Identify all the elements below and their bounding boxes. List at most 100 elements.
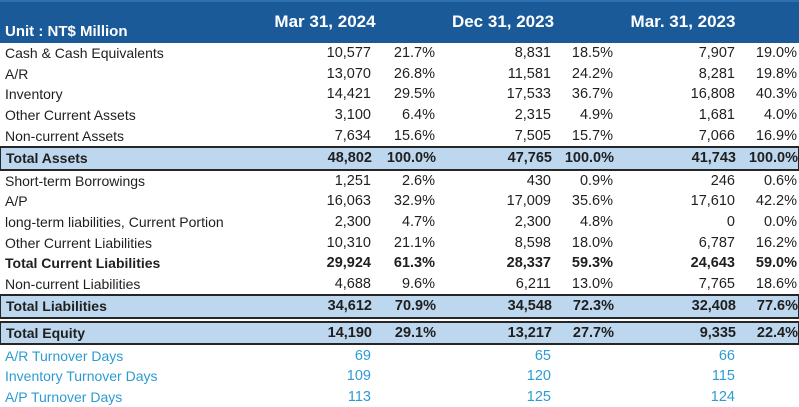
table-row: Other Current Liabilities 10,310 21.1% 8… bbox=[0, 232, 799, 253]
value-cell-period1: 10,577 bbox=[326, 45, 371, 62]
row-label: Total Equity bbox=[6, 325, 86, 342]
value-cell-period2: 13,217 bbox=[507, 325, 552, 342]
percent-cell-period3: 77.6% bbox=[756, 298, 798, 315]
value-cell-period3: 41,743 bbox=[691, 150, 736, 167]
table-row: A/P 16,063 32.9% 17,009 35.6% 17,610 42.… bbox=[0, 191, 799, 212]
value-cell-period1: 3,100 bbox=[334, 107, 371, 124]
value-cell-period1: 16,063 bbox=[326, 193, 371, 210]
table-row: Inventory 14,421 29.5% 17,533 36.7% 16,8… bbox=[0, 84, 799, 105]
value-cell-period3: 66 bbox=[718, 347, 735, 364]
table-row: long-term liabilities, Current Portion 2… bbox=[0, 211, 799, 233]
row-label: A/P Turnover Days bbox=[5, 388, 123, 405]
value-cell-period1: 10,310 bbox=[326, 234, 371, 251]
value-cell-period3: 7,066 bbox=[698, 127, 735, 144]
table-row: Total Equity 14,190 29.1% 13,217 27.7% 9… bbox=[0, 320, 799, 346]
value-cell-period3: 246 bbox=[710, 172, 735, 189]
value-cell-period3: 6,787 bbox=[698, 234, 735, 251]
percent-cell-period3: 42.2% bbox=[755, 193, 797, 210]
value-cell-period3: 0 bbox=[726, 214, 735, 231]
row-label: Inventory Turnover Days bbox=[5, 368, 158, 385]
value-cell-period3: 16,808 bbox=[690, 86, 735, 103]
value-cell-period3: 24,643 bbox=[690, 255, 735, 272]
value-cell-period1: 29,924 bbox=[326, 255, 371, 272]
row-label: Total Current Liabilities bbox=[5, 255, 161, 272]
value-cell-period1: 69 bbox=[354, 347, 371, 364]
value-cell-period1: 2,300 bbox=[334, 214, 371, 231]
row-label: Non-current Liabilities bbox=[5, 275, 141, 292]
percent-cell-period1: 6.4% bbox=[401, 107, 435, 124]
row-label: Total Assets bbox=[6, 150, 88, 167]
table-row: Short-term Borrowings 1,251 2.6% 430 0.9… bbox=[0, 170, 799, 192]
percent-cell-period1: 29.5% bbox=[393, 86, 435, 103]
percent-cell-period2: 24.2% bbox=[571, 65, 613, 82]
table-row: A/R Turnover Days 69 65 66 bbox=[0, 345, 799, 366]
value-cell-period2: 125 bbox=[526, 388, 551, 405]
value-cell-period1: 48,802 bbox=[327, 150, 372, 167]
percent-cell-period1: 70.9% bbox=[394, 298, 436, 315]
value-cell-period1: 13,070 bbox=[326, 65, 371, 82]
value-cell-period1: 109 bbox=[346, 368, 371, 385]
percent-cell-period3: 4.0% bbox=[763, 107, 797, 124]
value-cell-period2: 2,300 bbox=[514, 214, 551, 231]
value-cell-period2: 11,581 bbox=[507, 65, 551, 82]
row-label: Other Current Assets bbox=[5, 107, 136, 124]
value-cell-period1: 34,612 bbox=[327, 298, 372, 315]
row-label: Short-term Borrowings bbox=[5, 172, 146, 189]
percent-cell-period1: 29.1% bbox=[394, 325, 436, 342]
value-cell-period2: 65 bbox=[534, 347, 551, 364]
value-cell-period2: 34,548 bbox=[507, 298, 552, 315]
value-cell-period2: 47,765 bbox=[507, 150, 552, 167]
percent-cell-period3: 16.2% bbox=[755, 234, 797, 251]
value-cell-period2: 2,315 bbox=[514, 107, 551, 124]
percent-cell-period1: 9.6% bbox=[401, 275, 435, 292]
percent-cell-period1: 21.7% bbox=[393, 45, 435, 62]
percent-cell-period1: 4.7% bbox=[401, 214, 435, 231]
value-cell-period2: 7,505 bbox=[514, 127, 551, 144]
value-cell-period2: 17,533 bbox=[506, 86, 551, 103]
percent-cell-period2: 18.5% bbox=[571, 45, 613, 62]
percent-cell-period2: 35.6% bbox=[571, 193, 613, 210]
value-cell-period1: 1,251 bbox=[334, 172, 371, 189]
table-row: Other Current Assets 3,100 6.4% 2,315 4.… bbox=[0, 104, 799, 126]
percent-cell-period1: 100.0% bbox=[386, 150, 436, 167]
value-cell-period2: 6,211 bbox=[515, 275, 551, 292]
value-cell-period1: 7,634 bbox=[334, 127, 371, 144]
percent-cell-period2: 18.0% bbox=[571, 234, 613, 251]
row-label: Total Liabilities bbox=[6, 298, 107, 315]
value-cell-period2: 28,337 bbox=[506, 255, 551, 272]
row-label: Other Current Liabilities bbox=[5, 234, 153, 251]
percent-cell-period2: 15.7% bbox=[571, 127, 613, 144]
value-cell-period1: 4,688 bbox=[334, 275, 371, 292]
percent-cell-period3: 19.0% bbox=[755, 45, 797, 62]
row-label: A/R Turnover Days bbox=[5, 347, 124, 364]
value-cell-period2: 17,009 bbox=[506, 193, 551, 210]
row-label: A/R bbox=[5, 65, 29, 82]
percent-cell-period2: 27.7% bbox=[572, 325, 614, 342]
value-cell-period2: 8,831 bbox=[514, 45, 551, 62]
table-row: Total Assets 48,802 100.0% 47,765 100.0%… bbox=[0, 145, 799, 171]
table-row: Total Current Liabilities 29,924 61.3% 2… bbox=[0, 252, 799, 274]
value-cell-period2: 8,598 bbox=[514, 234, 551, 251]
percent-cell-period1: 61.3% bbox=[393, 255, 435, 272]
table-row: Non-current Assets 7,634 15.6% 7,505 15.… bbox=[0, 125, 799, 146]
percent-cell-period2: 13.0% bbox=[571, 275, 613, 292]
percent-cell-period3: 40.3% bbox=[755, 86, 797, 103]
table-body: Cash & Cash Equivalents 10,577 21.7% 8,8… bbox=[0, 43, 799, 407]
value-cell-period3: 7,765 bbox=[698, 275, 735, 292]
column-header-mar-31-2024: Mar 31, 2024 bbox=[274, 12, 376, 31]
column-header-dec-31-2023: Dec 31, 2023 bbox=[451, 12, 555, 31]
unit-label: Unit : NT$ Million bbox=[5, 23, 128, 40]
table-row: Inventory Turnover Days 109 120 115 bbox=[0, 365, 799, 387]
percent-cell-period2: 72.3% bbox=[572, 298, 614, 315]
value-cell-period3: 17,610 bbox=[690, 193, 735, 210]
value-cell-period3: 115 bbox=[711, 368, 735, 385]
percent-cell-period2: 59.3% bbox=[571, 255, 613, 272]
percent-cell-period1: 32.9% bbox=[393, 193, 435, 210]
table-row: Non-current Liabilities 4,688 9.6% 6,211… bbox=[0, 273, 799, 295]
row-label: long-term liabilities, Current Portion bbox=[5, 214, 224, 231]
value-cell-period1: 113 bbox=[347, 388, 371, 405]
percent-cell-period3: 19.8% bbox=[755, 65, 797, 82]
percent-cell-period3: 22.4% bbox=[756, 325, 798, 342]
percent-cell-period2: 4.9% bbox=[579, 107, 613, 124]
percent-cell-period3: 0.6% bbox=[763, 172, 797, 189]
